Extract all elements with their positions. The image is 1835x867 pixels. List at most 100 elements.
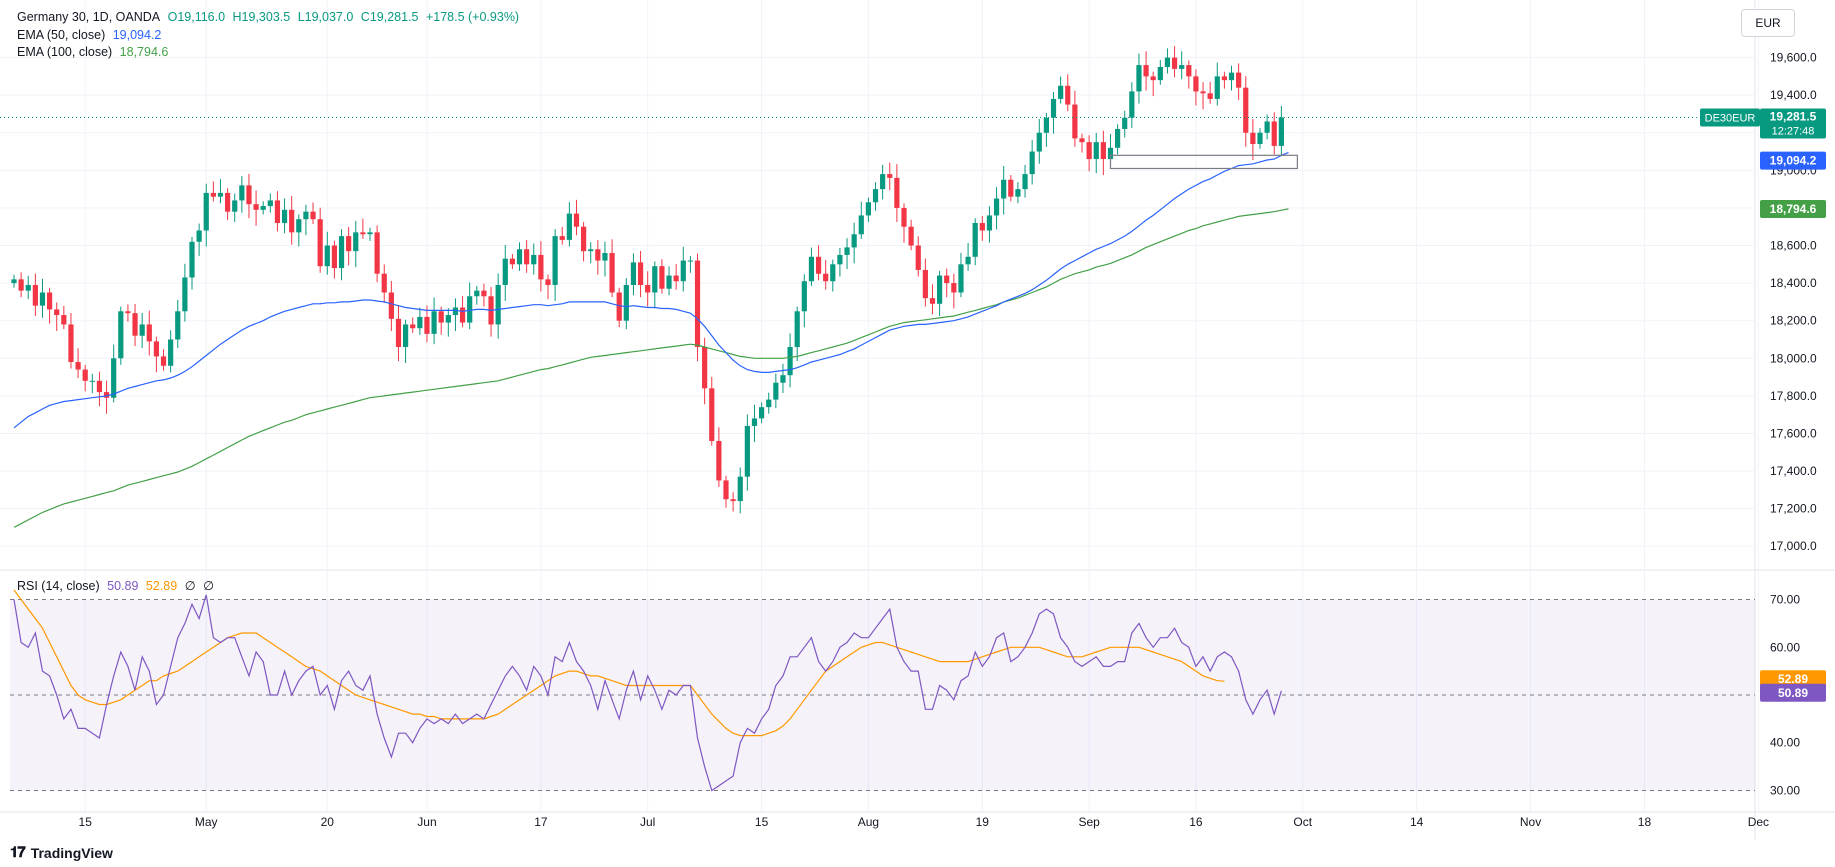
rsi-price-text: 50.89 xyxy=(1778,686,1808,700)
time-tick-label: Nov xyxy=(1520,815,1541,829)
candle-body xyxy=(346,236,352,252)
candle-body xyxy=(132,313,138,336)
candle-body xyxy=(773,382,779,400)
currency-button[interactable]: EUR xyxy=(1741,9,1795,37)
candle-body xyxy=(531,254,537,265)
candle-body xyxy=(851,234,857,248)
candle-body xyxy=(452,307,459,316)
candle-body xyxy=(39,292,46,306)
tradingview-brand[interactable]: 𝟏𝟕 TradingView xyxy=(10,844,113,861)
candle-body xyxy=(68,324,74,363)
candle-body xyxy=(210,192,216,197)
time-tick-label: Jun xyxy=(417,815,436,829)
candle-body xyxy=(196,230,202,242)
price-tick-label: 18,000.0 xyxy=(1770,351,1817,365)
rsi-legend[interactable]: RSI (14, close) 50.89 52.89 ∅ ∅ xyxy=(17,578,218,593)
candle-body xyxy=(1065,85,1071,105)
candle-body xyxy=(1221,76,1227,81)
candle-body xyxy=(1122,117,1128,129)
last-price-tag xyxy=(1760,108,1826,139)
candle-body xyxy=(225,192,231,212)
candle-body xyxy=(958,264,964,293)
candle-body xyxy=(552,236,558,285)
candle-body xyxy=(1271,121,1277,146)
price-tick-label: 17,000.0 xyxy=(1770,539,1817,553)
candle-body xyxy=(203,192,209,231)
candle-body xyxy=(481,290,487,297)
candle-body xyxy=(175,311,181,340)
ema50-price-tag xyxy=(1760,151,1826,170)
candle-body xyxy=(709,388,715,441)
candle-body xyxy=(246,185,252,205)
candle-body xyxy=(830,264,836,282)
rsi-ma-price-tag xyxy=(1760,670,1826,689)
candle-body xyxy=(723,480,729,500)
candle-body xyxy=(103,392,110,398)
candle-body xyxy=(367,232,373,235)
time-tick-label: 18 xyxy=(1638,815,1652,829)
candle-body xyxy=(602,253,608,261)
candle-body xyxy=(360,232,366,235)
candle-body xyxy=(1200,91,1206,94)
ema100-price-tag xyxy=(1760,199,1826,218)
candle-body xyxy=(125,311,131,314)
price-tick-label: 19,600.0 xyxy=(1770,51,1817,65)
candle-body xyxy=(324,245,330,267)
support-box xyxy=(1109,154,1298,170)
candle-body xyxy=(189,241,195,278)
candle-body xyxy=(1179,65,1185,69)
candle-body xyxy=(1164,57,1171,67)
price-tick-label: 17,600.0 xyxy=(1770,426,1817,440)
candle-body xyxy=(609,253,615,293)
ema100-legend[interactable]: EMA (100, close) 18,794.6 xyxy=(17,45,172,59)
candle-body xyxy=(545,279,551,285)
candle-body xyxy=(1143,65,1149,77)
candle-body xyxy=(801,281,807,312)
candle-body xyxy=(338,236,345,269)
rsi-ma-line xyxy=(13,589,1225,737)
candle-body xyxy=(232,200,238,212)
price-tick-label: 17,800.0 xyxy=(1770,389,1817,403)
candle-body xyxy=(744,425,750,477)
candle-body xyxy=(274,200,281,223)
candle-body xyxy=(509,258,515,265)
candle-body xyxy=(1107,147,1114,160)
candle-body xyxy=(993,198,1000,216)
candle-body xyxy=(616,292,622,321)
time-tick-label: 20 xyxy=(321,815,335,829)
candle-body xyxy=(1043,117,1049,133)
time-tick-label: Jul xyxy=(640,815,655,829)
candle-body xyxy=(1257,132,1263,145)
candle-body xyxy=(694,260,701,347)
price-tick-label: 17,200.0 xyxy=(1770,502,1817,516)
candle-body xyxy=(495,284,501,325)
ema50-legend[interactable]: EMA (50, close) 19,094.2 xyxy=(17,28,165,42)
candle-body xyxy=(353,232,359,252)
candle-body xyxy=(645,284,651,293)
price-pane xyxy=(0,46,1755,528)
ema50-label: EMA (50, close) xyxy=(17,28,106,42)
price-tick-label: 18,600.0 xyxy=(1770,239,1817,253)
candle-body xyxy=(815,256,822,274)
candle-body xyxy=(118,311,124,359)
symbol-legend[interactable]: Germany 30, 1D, OANDA O19,116.0 H19,303.… xyxy=(17,10,523,24)
candle-body xyxy=(1093,142,1099,160)
time-tick-label: Dec xyxy=(1748,815,1769,829)
candle-body xyxy=(823,273,829,282)
candle-body xyxy=(374,232,380,274)
candle-body xyxy=(844,247,850,255)
candle-body xyxy=(1171,57,1178,69)
candle-body xyxy=(1015,189,1021,197)
candle-body xyxy=(1072,104,1078,139)
candle-body xyxy=(687,260,693,262)
rsi-tick-label: 30.00 xyxy=(1770,783,1800,797)
price-labels: DE30EUR 19,281.5 12:27:48 19,094.2 18,794.6 5… xyxy=(1700,108,1826,702)
time-tick-label: 15 xyxy=(755,815,769,829)
candle-body xyxy=(1115,129,1121,148)
candle-body xyxy=(11,279,17,284)
time-axis: 15 May 20 Jun 17 Jul 15 Aug 19 Sep 16 Oct 14 Nov 18 Dec… xyxy=(79,815,1770,829)
rsi-tick-label: 70.00 xyxy=(1770,593,1800,607)
candle-body xyxy=(1036,132,1042,152)
ema100-price-text: 18,794.6 xyxy=(1770,202,1817,216)
